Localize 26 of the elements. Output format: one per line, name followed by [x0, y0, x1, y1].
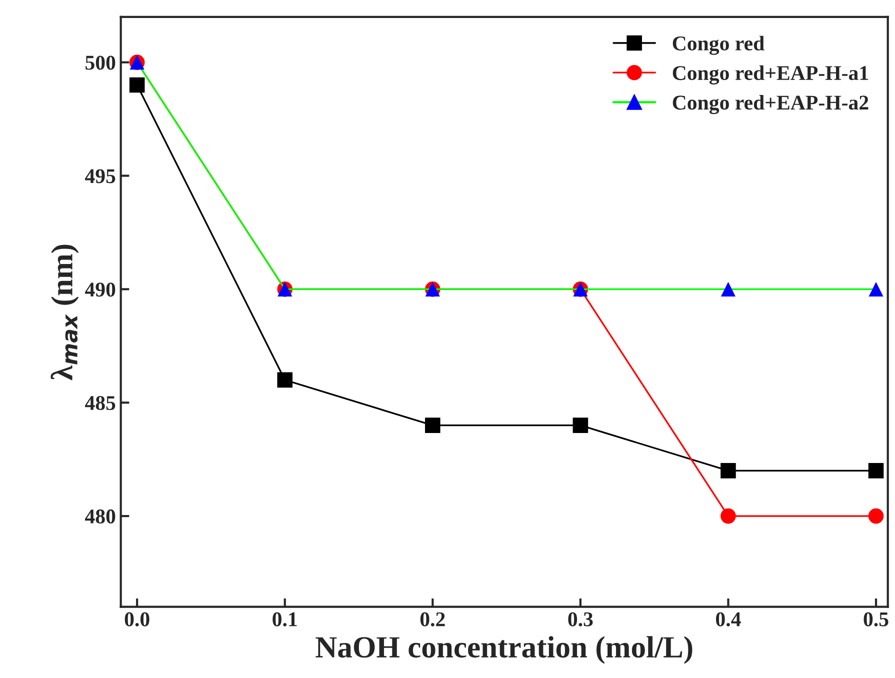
point [277, 372, 293, 388]
y-tick-label: 500 [86, 56, 116, 70]
text: 0.0 [124, 612, 150, 626]
point [868, 463, 884, 478]
point [868, 282, 884, 296]
y-tick-label: 485 [85, 396, 116, 410]
point [425, 418, 440, 433]
point [572, 418, 588, 433]
point [720, 463, 736, 478]
legend-label: Congo red+EAP-H-a1 [672, 65, 868, 84]
y-tick-label: 495 [85, 169, 116, 184]
point [129, 77, 145, 93]
legend-label: Congo red+EAP-H-a2 [672, 95, 868, 114]
point [720, 282, 736, 296]
x-tick-label: 0.5 [864, 612, 888, 626]
x-tick-label: 0.4 [716, 612, 741, 626]
y-tick-label: 490 [85, 282, 116, 297]
y-tick-label: 480 [85, 509, 116, 524]
legend-label: Congo red [672, 36, 764, 55]
x-tick-label: 0.2 [420, 612, 445, 626]
point [720, 508, 736, 524]
x-tick-label: 0.1 [272, 612, 297, 626]
x-tick-label: 0.3 [568, 612, 593, 626]
y-axis-title: λ$_{max}$ (nm) [50, 244, 79, 380]
x-axis-title: NaOH concentration (mol/L) [316, 636, 692, 664]
point [868, 508, 884, 524]
